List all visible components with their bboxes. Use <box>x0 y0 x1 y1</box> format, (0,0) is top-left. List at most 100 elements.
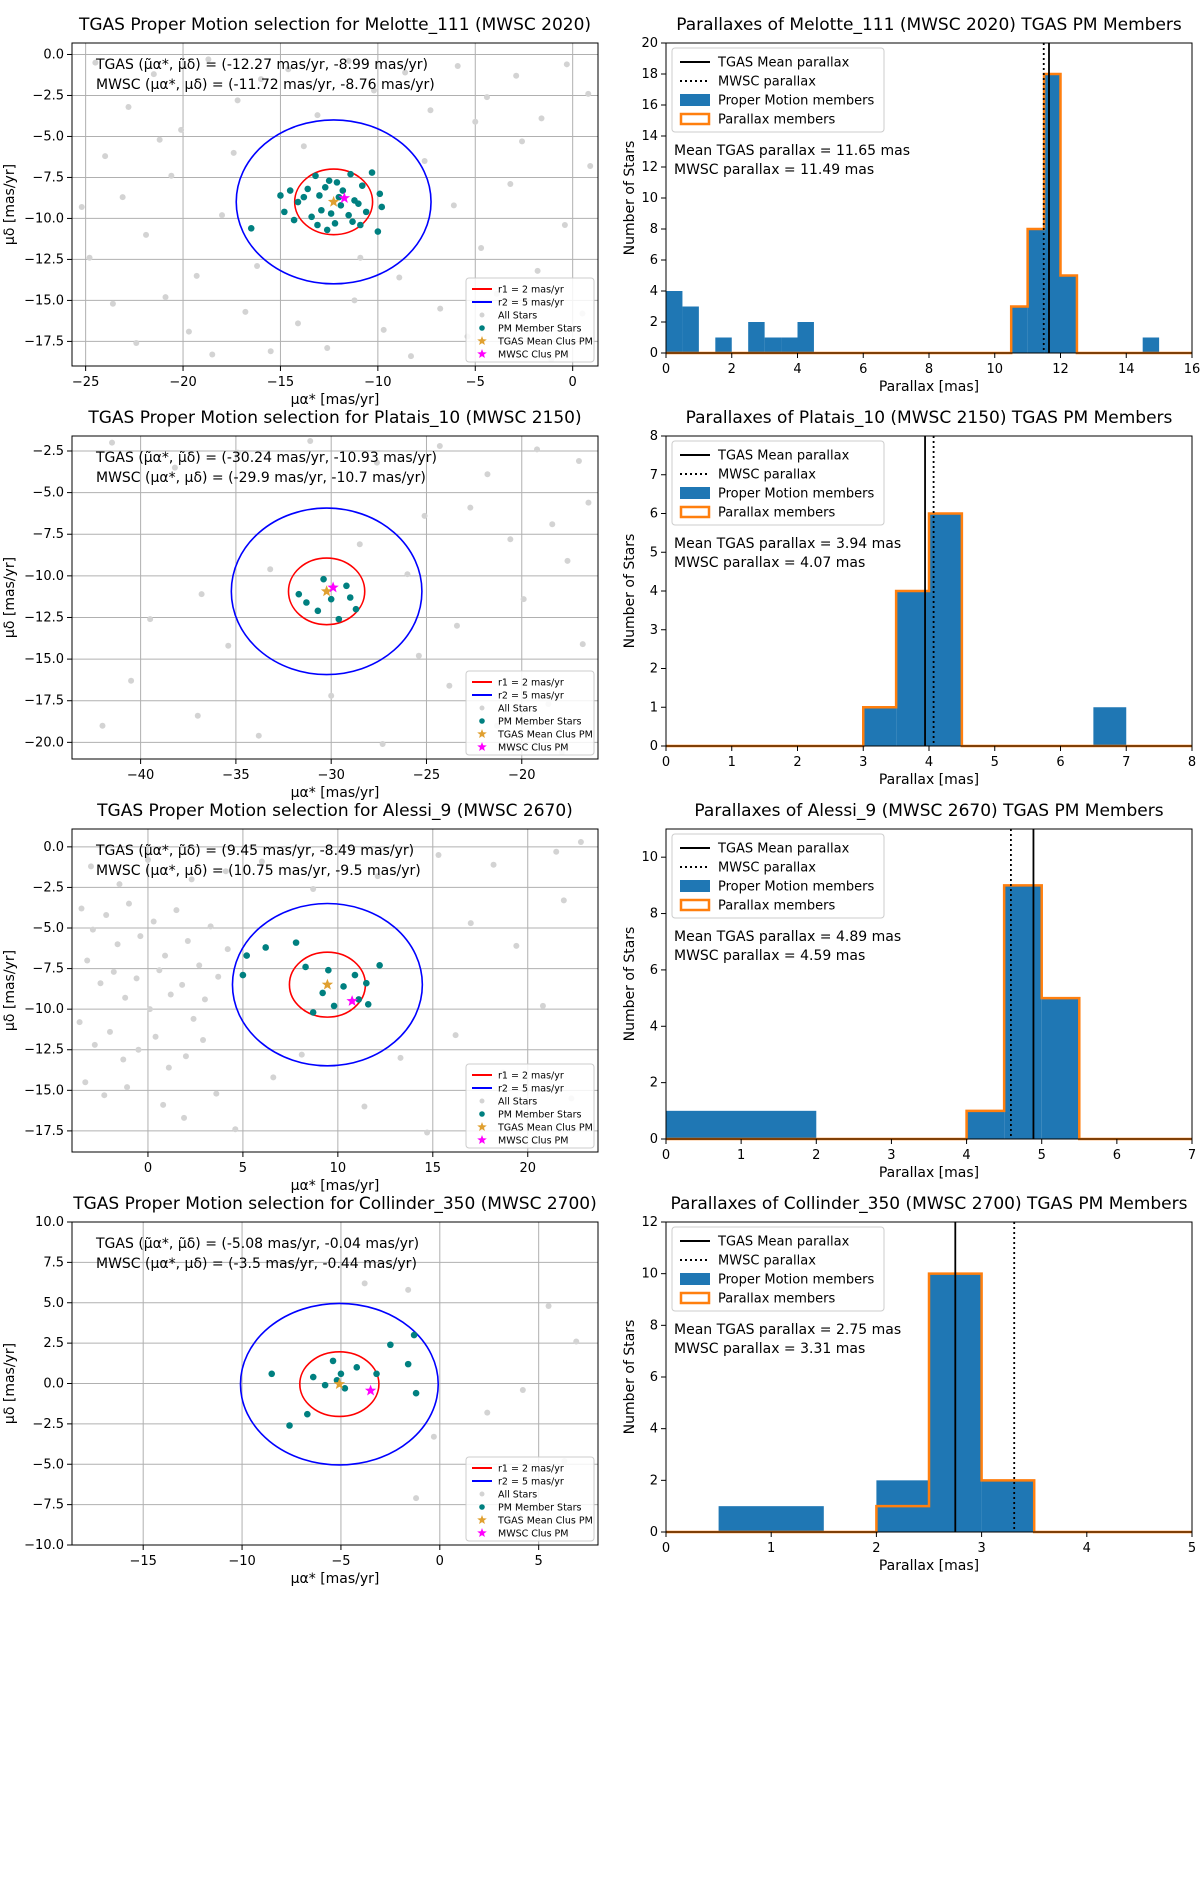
pm-member-point <box>351 971 359 979</box>
y-tick-label: 0.0 <box>43 1377 64 1392</box>
all-star-point <box>396 274 403 281</box>
mwsc-parallax-text: MWSC parallax = 11.49 mas <box>674 162 874 178</box>
all-star-point <box>234 97 241 104</box>
y-tick-label: −2.5 <box>32 88 64 103</box>
y-tick-label: 8 <box>650 222 658 237</box>
pm-member-point <box>343 582 350 590</box>
legend: TGAS Mean parallax MWSC parallax Proper Mo… <box>671 1226 885 1312</box>
y-axis-label: Number of Stars <box>622 141 638 256</box>
pm-member-point <box>304 185 312 193</box>
x-tick-label: 8 <box>1188 755 1196 770</box>
histogram-bar <box>764 337 782 353</box>
all-star-point <box>82 1079 89 1086</box>
legend-label: MWSC Clus PM <box>498 1529 568 1540</box>
x-tick-label: 5 <box>535 1554 543 1569</box>
pm-member-point <box>309 1373 317 1381</box>
y-tick-label: 8 <box>650 907 658 922</box>
legend-mwsc-star-swatch <box>477 1135 487 1144</box>
legend: TGAS Mean parallax MWSC parallax Proper Mo… <box>671 833 885 919</box>
legend-tgas-star-swatch <box>477 729 487 738</box>
all-star-point <box>168 172 175 179</box>
legend-label: r1 = 2 mas/yr <box>498 1071 564 1082</box>
pm-member-point <box>355 996 363 1003</box>
pm-member-point <box>346 594 354 601</box>
pm-member-point <box>323 226 331 234</box>
y-tick-label: 10.0 <box>35 1215 64 1230</box>
legend-label: Parallax members <box>718 899 835 914</box>
y-tick-label: 6 <box>650 1370 658 1385</box>
all-star-point <box>146 1006 153 1013</box>
x-tick-label: 1 <box>737 1148 745 1163</box>
pm-member-point <box>363 979 370 987</box>
pm-member-point <box>300 193 308 201</box>
legend-parallax-members-swatch <box>679 112 711 126</box>
all-star-point <box>152 1033 159 1040</box>
all-star-point <box>133 975 140 982</box>
y-tick-label: 7.5 <box>43 1255 64 1270</box>
pm-scatter-panel: TGAS Proper Motion selection for Melotte… <box>2 15 599 408</box>
pm-scatter-panel: TGAS Proper Motion selection for Collind… <box>2 1194 599 1587</box>
all-star-point <box>267 348 274 355</box>
all-star-point <box>150 918 157 925</box>
all-star-point <box>579 641 586 648</box>
tgas-mean-star-marker <box>333 1378 346 1389</box>
all-star-point <box>99 722 106 729</box>
histogram-bar <box>1004 885 1042 1139</box>
x-tick-label: 6 <box>859 362 867 377</box>
legend-parallax-members-swatch <box>679 505 711 519</box>
x-axis-label: Parallax [mas] <box>879 1165 979 1181</box>
all-star-point <box>424 1129 431 1136</box>
legend-label: r1 = 2 mas/yr <box>498 1464 564 1475</box>
all-star-point <box>519 138 526 145</box>
pm-member-point <box>325 966 332 974</box>
legend-label: Proper Motion members <box>718 880 874 895</box>
pm-member-point <box>321 1381 329 1389</box>
y-tick-label: −17.5 <box>24 694 64 709</box>
all-star-point <box>507 536 514 543</box>
all-star-point <box>101 1092 108 1099</box>
y-tick-label: 4 <box>650 1019 658 1034</box>
x-axis-label: μα* [mas/yr] <box>291 1571 380 1587</box>
y-tick-label: −12.5 <box>24 1043 64 1058</box>
x-tick-label: 4 <box>793 362 801 377</box>
y-tick-label: 20 <box>641 36 658 51</box>
legend-box <box>671 440 885 526</box>
legend-label: All Stars <box>498 311 537 322</box>
all-star-point <box>201 996 208 1003</box>
y-tick-label: −2.5 <box>32 1417 64 1432</box>
pm-member-point <box>368 169 376 176</box>
all-star-point <box>119 194 126 201</box>
x-tick-label: 6 <box>1113 1148 1121 1163</box>
all-star-point <box>185 328 192 335</box>
x-axis-label: μα* [mas/yr] <box>291 1178 380 1194</box>
y-tick-label: −5.0 <box>32 129 64 144</box>
all-star-point <box>162 952 169 959</box>
mean-tgas-parallax-text: Mean TGAS parallax = 2.75 mas <box>674 1322 901 1338</box>
histogram-bar <box>863 707 897 746</box>
y-tick-label: 4 <box>650 1422 658 1437</box>
y-tick-label: −20.0 <box>24 735 64 750</box>
x-tick-label: 15 <box>425 1161 442 1176</box>
x-tick-label: 10 <box>330 1161 347 1176</box>
all-star-point <box>84 957 91 964</box>
x-tick-label: 8 <box>925 362 933 377</box>
all-star-point <box>257 76 264 83</box>
axes-frame <box>665 828 1193 1140</box>
legend-label: Proper Motion members <box>718 1273 874 1288</box>
legend-box <box>465 1456 595 1542</box>
all-star-point <box>209 351 216 358</box>
all-star-point <box>545 1302 552 1309</box>
all-star-point <box>294 320 301 327</box>
pm-member-point <box>314 221 321 229</box>
pm-member-point <box>340 983 347 990</box>
x-axis-label: μα* [mas/yr] <box>291 392 380 408</box>
all-star-point <box>258 858 265 865</box>
y-tick-label: 16 <box>641 98 658 113</box>
parallax-members-outline <box>666 1272 1192 1534</box>
legend-all-stars-swatch <box>479 1491 485 1497</box>
histogram-bar <box>966 1110 1005 1139</box>
pm-member-point <box>355 200 362 207</box>
all-star-point <box>89 926 96 933</box>
y-axis-label: μδ [mas/yr] <box>2 950 18 1031</box>
